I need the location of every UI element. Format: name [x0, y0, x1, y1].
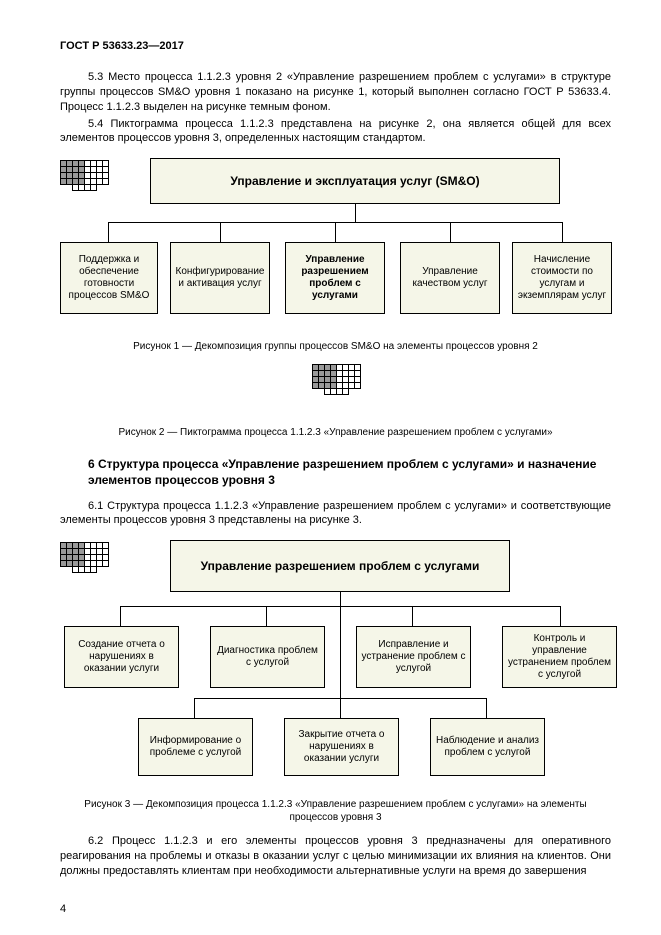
process-box: Конфигурирование и активация услуг — [170, 242, 270, 314]
connector-line — [108, 222, 109, 242]
connector-line — [120, 606, 121, 626]
figure-3-caption: Рисунок 3 — Декомпозиция процесса 1.1.2.… — [60, 798, 611, 824]
paragraph-5-3: 5.3 Место процесса 1.1.2.3 уровня 2 «Упр… — [60, 70, 611, 115]
page: ГОСТ Р 53633.23—2017 5.3 Место процесса … — [0, 0, 661, 935]
process-box: Создание отчета о нарушениях в оказании … — [64, 626, 179, 688]
process-box-highlighted: Управление разрешением проблем с услугам… — [285, 242, 385, 314]
process-box: Контроль и управление устранением пробле… — [502, 626, 617, 688]
figure-2-caption: Рисунок 2 — Пиктограмма процесса 1.1.2.3… — [60, 427, 611, 438]
paragraph-5-4: 5.4 Пиктограмма процесса 1.1.2.3 предста… — [60, 117, 611, 147]
connector-line — [412, 606, 413, 626]
document-header: ГОСТ Р 53633.23—2017 — [60, 40, 611, 52]
paragraph-6-2: 6.2 Процесс 1.1.2.3 и его элементы проце… — [60, 834, 611, 879]
connector-line — [335, 222, 336, 242]
figure-1-caption: Рисунок 1 — Декомпозиция группы процессо… — [60, 341, 611, 352]
pictogram-icon — [60, 160, 108, 190]
process-box: Поддержка и обеспечение готовности проце… — [60, 242, 158, 314]
connector-line — [340, 606, 341, 698]
connector-line — [560, 606, 561, 626]
pictogram-icon — [312, 364, 360, 394]
connector-line — [355, 204, 356, 222]
connector-line — [340, 592, 341, 606]
section-6-title: 6 Структура процесса «Управление разреше… — [88, 456, 611, 488]
process-box: Закрытие отчета о нарушениях в оказании … — [284, 718, 399, 776]
page-number: 4 — [60, 903, 66, 915]
connector-line — [266, 606, 267, 626]
figure-3: Управление разрешением проблем с услугам… — [60, 540, 611, 790]
connector-line — [340, 698, 341, 718]
figure-1: Управление и эксплуатация услуг (SM&O) П… — [60, 158, 611, 333]
figure-2 — [60, 364, 611, 419]
connector-line — [450, 222, 451, 242]
connector-line — [486, 698, 487, 718]
process-box: Диагностика проблем с услугой — [210, 626, 325, 688]
connector-line — [562, 222, 563, 242]
pictogram-icon — [60, 542, 108, 572]
connector-line — [194, 698, 195, 718]
process-box: Начисление стоимости по услугам и экземп… — [512, 242, 612, 314]
connector-line — [220, 222, 221, 242]
process-box: Информирование о проблеме с услугой — [138, 718, 253, 776]
process-box: Исправление и устранение проблем с услуг… — [356, 626, 471, 688]
paragraph-6-1: 6.1 Структура процесса 1.1.2.3 «Управлен… — [60, 499, 611, 529]
process-box: Наблюдение и анализ проблем с услугой — [430, 718, 545, 776]
diagram-title-box: Управление и эксплуатация услуг (SM&O) — [150, 158, 560, 204]
diagram-title-box: Управление разрешением проблем с услугам… — [170, 540, 510, 592]
process-box: Управление качеством услуг — [400, 242, 500, 314]
